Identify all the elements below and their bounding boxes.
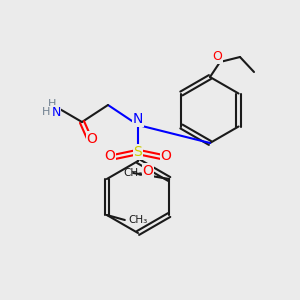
Text: CH₃: CH₃ — [124, 168, 143, 178]
Text: O: O — [87, 132, 98, 146]
Text: O: O — [143, 164, 154, 178]
Text: CH₃: CH₃ — [129, 215, 148, 225]
Text: O: O — [212, 50, 222, 64]
Text: N: N — [133, 112, 143, 126]
Text: H: H — [42, 107, 50, 117]
Text: O: O — [160, 149, 171, 163]
Text: S: S — [134, 145, 142, 159]
Text: N: N — [51, 106, 61, 118]
Text: H: H — [48, 99, 56, 109]
Text: O: O — [105, 149, 116, 163]
